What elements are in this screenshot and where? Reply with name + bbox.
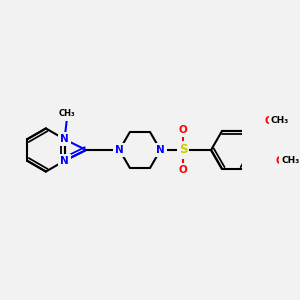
Text: O: O bbox=[179, 166, 188, 176]
Text: N: N bbox=[156, 145, 165, 155]
Text: S: S bbox=[179, 143, 187, 157]
Text: CH₃: CH₃ bbox=[281, 156, 300, 165]
Text: CH₃: CH₃ bbox=[58, 110, 75, 118]
Text: CH₃: CH₃ bbox=[271, 116, 289, 125]
Text: O: O bbox=[275, 156, 284, 166]
Text: N: N bbox=[60, 156, 69, 166]
Text: O: O bbox=[265, 116, 273, 126]
Text: O: O bbox=[179, 124, 188, 134]
Text: N: N bbox=[115, 145, 124, 155]
Text: N: N bbox=[60, 134, 69, 144]
